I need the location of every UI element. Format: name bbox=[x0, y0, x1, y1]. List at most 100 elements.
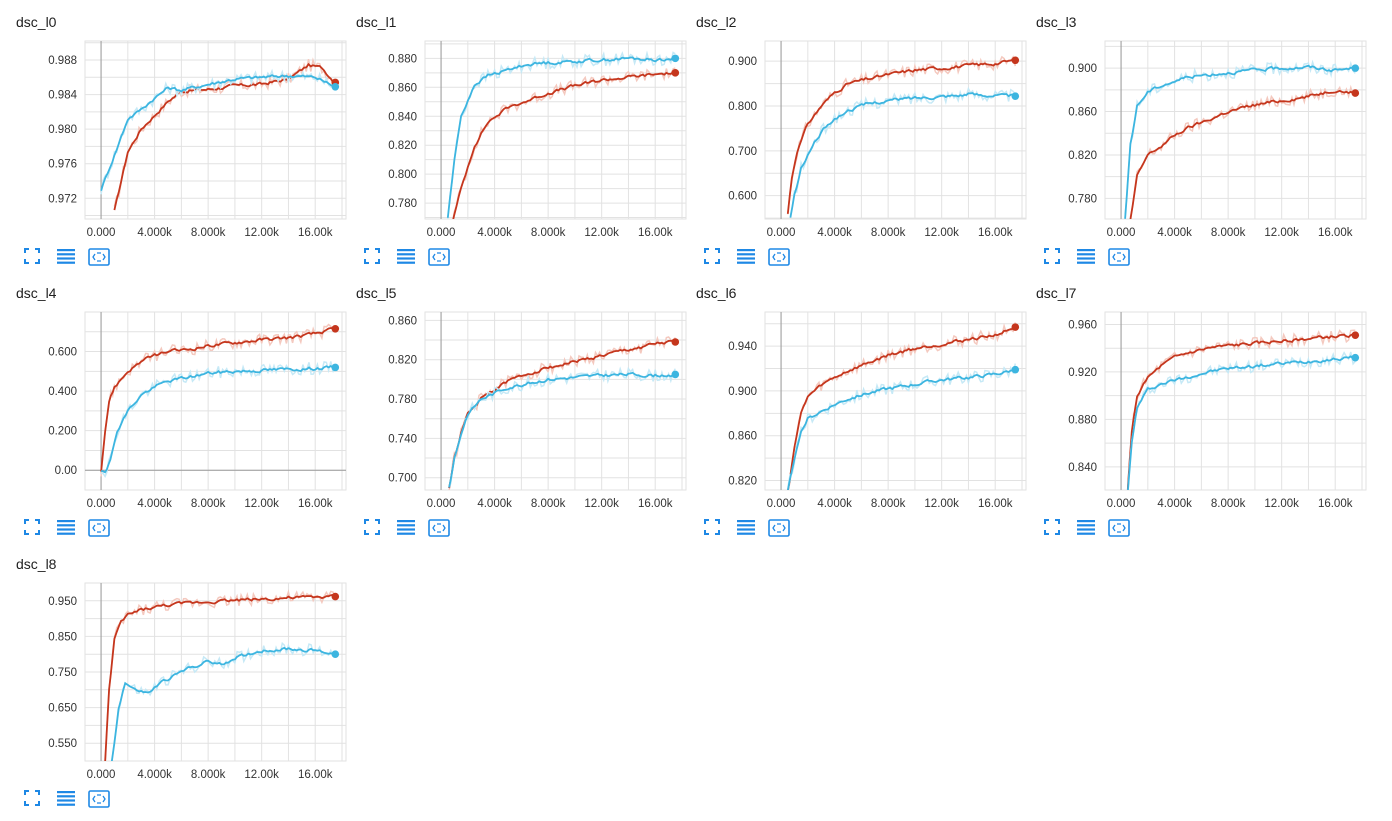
chart-card-dsc-l7: dsc_l7 0.840 0.880 0.920 0.960 0.000 4.000k 8.… bbox=[1020, 279, 1367, 550]
list-icon[interactable] bbox=[396, 248, 416, 268]
y-tick-label: 0.940 bbox=[728, 341, 757, 353]
list-icon[interactable] bbox=[736, 519, 756, 539]
y-tick-label: 0.820 bbox=[728, 475, 757, 487]
y-tick-label: 0.780 bbox=[1068, 193, 1097, 205]
x-tick-label: 12.00k bbox=[924, 498, 959, 510]
y-tick-label: 0.900 bbox=[728, 386, 757, 398]
series-line bbox=[100, 365, 336, 474]
x-tick-label: 16.00k bbox=[978, 227, 1013, 239]
x-tick-label: 4.000k bbox=[817, 498, 852, 510]
fit-domain-icon[interactable] bbox=[88, 790, 110, 810]
x-tick-label: 16.00k bbox=[1318, 227, 1353, 239]
x-tick-label: 16.00k bbox=[298, 227, 333, 239]
list-icon[interactable] bbox=[1076, 248, 1096, 268]
y-tick-label: 0.200 bbox=[48, 426, 77, 438]
fit-domain-icon[interactable] bbox=[1108, 519, 1130, 539]
y-tick-label: 0.972 bbox=[48, 193, 77, 205]
series-end-marker bbox=[1351, 353, 1360, 362]
list-icon[interactable] bbox=[56, 790, 76, 810]
x-tick-label: 4.000k bbox=[817, 227, 852, 239]
list-icon[interactable] bbox=[56, 248, 76, 268]
y-tick-label: 0.550 bbox=[48, 738, 77, 750]
list-icon[interactable] bbox=[396, 519, 416, 539]
line-chart[interactable]: 0.820 0.860 0.900 0.940 0.000 4.000k 8.000k 12.… bbox=[680, 279, 1027, 550]
x-tick-label: 12.00k bbox=[244, 498, 279, 510]
fullscreen-icon[interactable] bbox=[364, 519, 384, 539]
line-chart[interactable]: 0.972 0.976 0.980 0.984 0.988 0.000 4.000k 8.00… bbox=[0, 8, 347, 279]
fullscreen-icon[interactable] bbox=[24, 790, 44, 810]
series-group bbox=[448, 335, 676, 490]
line-chart[interactable]: 0.780 0.820 0.860 0.900 0.000 4.000k 8.000k 12.… bbox=[1020, 8, 1367, 279]
x-tick-label: 16.00k bbox=[638, 498, 673, 510]
fullscreen-icon[interactable] bbox=[704, 519, 724, 539]
plot-frame bbox=[84, 311, 347, 491]
y-tick-label: 0.780 bbox=[388, 394, 417, 406]
y-tick-label: 0.950 bbox=[48, 596, 77, 608]
list-icon[interactable] bbox=[1076, 519, 1096, 539]
chart-card-dsc-l3: dsc_l3 0.780 0.820 0.860 0.900 0.000 4.000k 8.… bbox=[1020, 8, 1367, 279]
fit-domain-icon[interactable] bbox=[428, 519, 450, 539]
y-tick-label: 0.700 bbox=[388, 473, 417, 485]
series-group bbox=[446, 50, 676, 219]
line-chart[interactable]: 0.600 0.700 0.800 0.900 0.000 4.000k 8.000k 12.… bbox=[680, 8, 1027, 279]
series-group bbox=[1126, 329, 1356, 490]
y-tick-label: 0.750 bbox=[48, 667, 77, 679]
series-end-marker bbox=[671, 54, 680, 63]
chart-title: dsc_l2 bbox=[696, 14, 737, 30]
x-tick-label: 12.00k bbox=[924, 227, 959, 239]
fullscreen-icon[interactable] bbox=[24, 248, 44, 268]
line-chart[interactable]: 0.700 0.740 0.780 0.820 0.860 0.000 4.000k 8.00… bbox=[340, 279, 687, 550]
fit-domain-icon[interactable] bbox=[1108, 248, 1130, 268]
x-tick-label: 8.000k bbox=[1211, 227, 1246, 239]
list-icon[interactable] bbox=[56, 519, 76, 539]
x-tick-label: 4.000k bbox=[1157, 227, 1192, 239]
series-line bbox=[789, 92, 1016, 218]
series-group bbox=[100, 323, 337, 478]
x-tick-label: 16.00k bbox=[638, 227, 673, 239]
list-icon[interactable] bbox=[736, 248, 756, 268]
y-tick-label: 0.984 bbox=[48, 90, 77, 102]
fit-domain-icon[interactable] bbox=[768, 248, 790, 268]
y-tick-label: 0.880 bbox=[388, 53, 417, 65]
line-chart[interactable]: 0.00 0.200 0.400 0.600 0.000 4.000k 8.000k 12.0… bbox=[0, 279, 347, 550]
y-tick-label: 0.960 bbox=[1068, 319, 1097, 331]
series-raw-line bbox=[100, 323, 336, 477]
chart-card-dsc-l5: dsc_l5 0.700 0.740 0.780 0.820 0.860 0.000 4.0… bbox=[340, 279, 687, 550]
series-line bbox=[786, 58, 1016, 214]
line-chart[interactable]: 0.550 0.650 0.750 0.850 0.950 0.000 4.000k 8.00… bbox=[0, 550, 347, 821]
fit-domain-icon[interactable] bbox=[88, 519, 110, 539]
chart-title: dsc_l7 bbox=[1036, 285, 1077, 301]
line-chart[interactable]: 0.780 0.800 0.820 0.840 0.860 0.880 0.000 4.000… bbox=[340, 8, 687, 279]
fullscreen-icon[interactable] bbox=[704, 248, 724, 268]
series-end-marker bbox=[331, 363, 340, 372]
series-line bbox=[448, 339, 676, 489]
fit-domain-icon[interactable] bbox=[768, 519, 790, 539]
series-end-marker bbox=[1351, 64, 1360, 72]
chart-title: dsc_l5 bbox=[356, 285, 397, 301]
chart-card-dsc-l2: dsc_l2 0.600 0.700 0.800 0.900 0.000 4.000k 8.… bbox=[680, 8, 1027, 279]
x-tick-label: 4.000k bbox=[477, 498, 512, 510]
series-end-marker bbox=[1351, 89, 1360, 97]
line-chart[interactable]: 0.840 0.880 0.920 0.960 0.000 4.000k 8.000k 12.… bbox=[1020, 279, 1367, 550]
x-tick-label: 8.000k bbox=[531, 227, 566, 239]
chart-title: dsc_l1 bbox=[356, 14, 397, 30]
x-tick-label: 0.000 bbox=[87, 769, 116, 781]
fullscreen-icon[interactable] bbox=[1044, 248, 1064, 268]
fit-domain-icon[interactable] bbox=[88, 248, 110, 268]
series-end-marker bbox=[671, 69, 680, 77]
fullscreen-icon[interactable] bbox=[364, 248, 384, 268]
fit-domain-icon[interactable] bbox=[428, 248, 450, 268]
y-tick-label: 0.700 bbox=[728, 146, 757, 158]
fullscreen-icon[interactable] bbox=[24, 519, 44, 539]
x-tick-label: 0.000 bbox=[767, 227, 796, 239]
series-end-marker bbox=[331, 82, 340, 91]
fullscreen-icon[interactable] bbox=[1044, 519, 1064, 539]
y-tick-label: 0.850 bbox=[48, 631, 77, 643]
chart-card-dsc-l6: dsc_l6 0.820 0.860 0.900 0.940 0.000 4.000k 8.… bbox=[680, 279, 1027, 550]
chart-card-dsc-l4: dsc_l4 0.00 0.200 0.400 0.600 0.000 4.000k 8.0… bbox=[0, 279, 347, 550]
chart-title: dsc_l8 bbox=[16, 556, 57, 572]
x-tick-label: 0.000 bbox=[1107, 227, 1136, 239]
x-tick-label: 4.000k bbox=[137, 227, 172, 239]
series-raw-line bbox=[101, 361, 337, 478]
series-raw-line bbox=[1127, 351, 1356, 490]
